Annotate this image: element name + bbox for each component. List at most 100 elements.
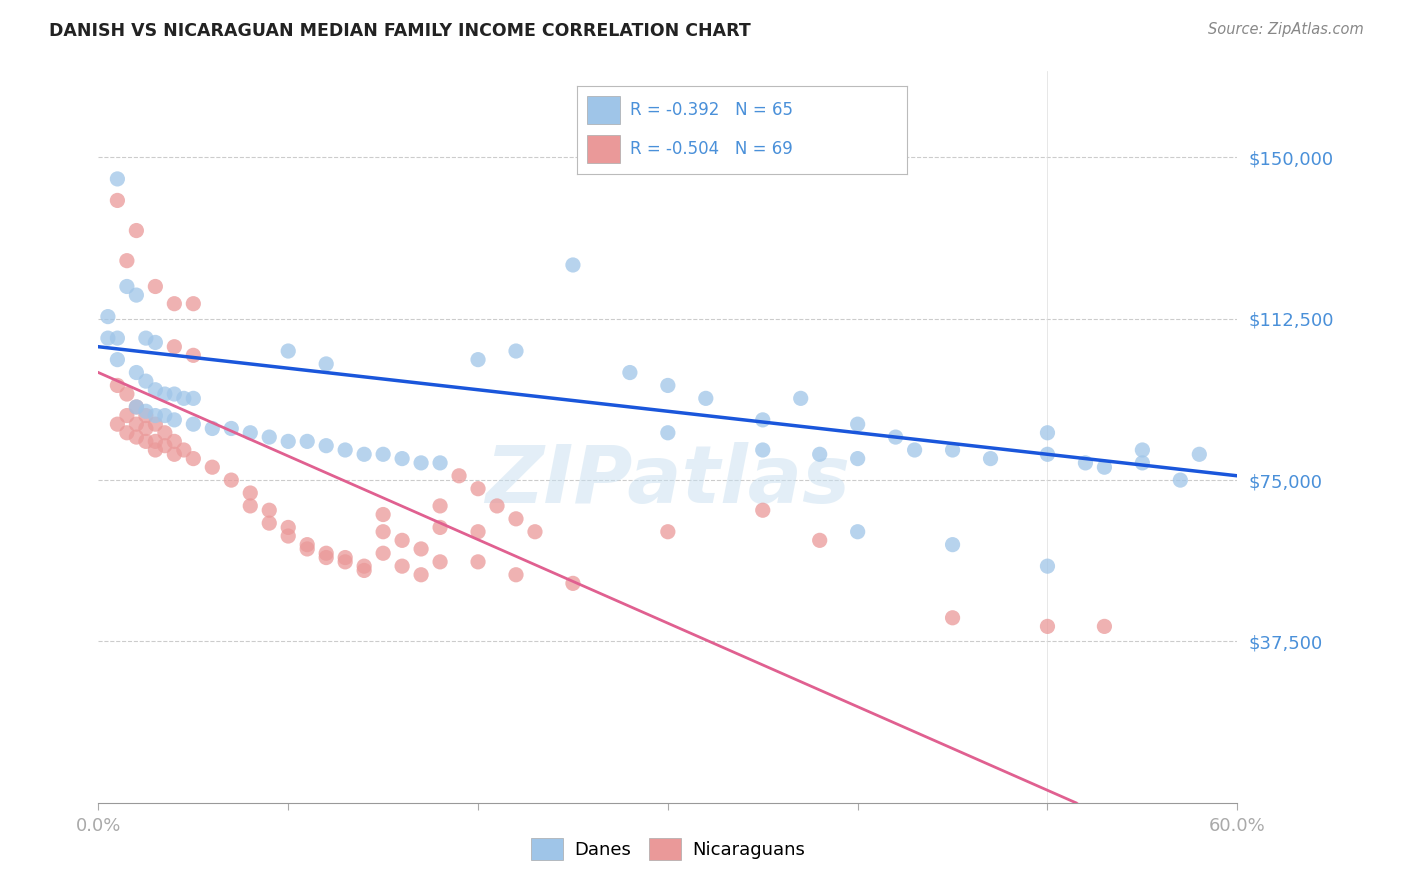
Point (145, 409, 167, 423)
Legend: Danes, Nicaraguans: Danes, Nicaraguans (523, 830, 813, 867)
Point (163, 387, 186, 401)
Point (1170, 473, 1192, 487)
Point (1036, 447, 1059, 461)
Point (371, 546, 394, 560)
Point (505, 344, 527, 359)
Point (145, 434, 167, 449)
Point (183, 296, 205, 310)
Point (315, 357, 337, 371)
Point (429, 555, 451, 569)
Point (752, 413, 775, 427)
Point (277, 529, 299, 543)
Point (297, 434, 319, 449)
Point (277, 520, 299, 534)
Point (153, 409, 176, 423)
Point (107, 172, 129, 186)
Point (884, 430, 907, 444)
Point (371, 524, 394, 539)
Point (259, 516, 281, 530)
Point (259, 430, 281, 444)
Point (391, 533, 413, 548)
Point (353, 447, 375, 461)
Point (391, 451, 413, 466)
Point (942, 611, 965, 625)
Text: ZIPatlas: ZIPatlas (485, 442, 851, 520)
Point (97, 331, 120, 345)
Point (115, 253, 138, 268)
Point (115, 409, 138, 423)
Point (752, 503, 775, 517)
Point (335, 550, 357, 565)
Point (201, 421, 224, 435)
Point (297, 541, 319, 556)
Point (562, 576, 585, 591)
Point (315, 546, 337, 560)
Point (163, 447, 186, 461)
Point (107, 194, 129, 208)
Point (429, 520, 451, 534)
Point (524, 524, 547, 539)
Point (107, 378, 129, 392)
Point (135, 409, 157, 423)
Point (145, 383, 167, 397)
Point (657, 425, 679, 440)
Point (163, 340, 186, 354)
Point (657, 378, 679, 392)
Point (846, 524, 869, 539)
Point (315, 439, 337, 453)
Point (411, 541, 433, 556)
Point (467, 555, 489, 569)
Point (619, 366, 641, 380)
Point (163, 296, 186, 310)
Point (125, 417, 148, 432)
Point (239, 486, 262, 500)
Point (1188, 447, 1211, 461)
Point (125, 400, 148, 414)
Point (979, 451, 1001, 466)
Point (163, 413, 186, 427)
Point (107, 352, 129, 367)
Point (486, 499, 509, 513)
Point (1132, 442, 1154, 457)
Point (505, 512, 527, 526)
Point (145, 279, 167, 293)
Text: Source: ZipAtlas.com: Source: ZipAtlas.com (1208, 22, 1364, 37)
Point (183, 392, 205, 406)
Point (183, 348, 205, 362)
Point (277, 344, 299, 359)
Point (259, 503, 281, 517)
Point (335, 442, 357, 457)
Point (505, 567, 527, 582)
Point (1036, 619, 1059, 633)
Point (429, 499, 451, 513)
Point (752, 442, 775, 457)
Point (808, 447, 831, 461)
Point (239, 499, 262, 513)
Point (467, 482, 489, 496)
Point (125, 400, 148, 414)
Point (153, 387, 176, 401)
Point (695, 392, 717, 406)
Point (135, 434, 157, 449)
Point (173, 442, 195, 457)
Point (115, 279, 138, 293)
Point (173, 392, 195, 406)
Point (183, 417, 205, 432)
Point (467, 524, 489, 539)
Point (353, 564, 375, 578)
Point (163, 434, 186, 449)
Point (153, 439, 176, 453)
Point (391, 559, 413, 574)
Point (145, 335, 167, 350)
Point (942, 538, 965, 552)
Point (411, 567, 433, 582)
Point (315, 550, 337, 565)
Point (107, 331, 129, 345)
Point (125, 288, 148, 302)
Point (657, 524, 679, 539)
Point (145, 442, 167, 457)
Point (153, 425, 176, 440)
Point (449, 468, 471, 483)
Point (467, 352, 489, 367)
Point (1094, 619, 1116, 633)
